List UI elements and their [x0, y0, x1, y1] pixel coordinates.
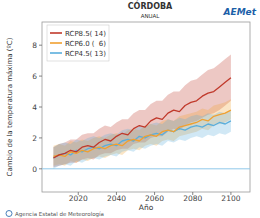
plot-area — [42, 54, 250, 168]
x-tick-label: 2060 — [145, 194, 164, 203]
y-tick — [39, 168, 42, 169]
legend-count: ( 6) — [92, 40, 107, 48]
x-axis-label: Año — [139, 203, 154, 212]
legend-box — [47, 25, 109, 61]
band — [53, 110, 230, 169]
y-tick-label: 0 — [32, 165, 37, 174]
x-tick-label: 2100 — [221, 194, 240, 203]
legend-swatch — [50, 32, 62, 34]
y-tick — [39, 107, 42, 108]
legend-count: ( 13) — [89, 50, 106, 58]
y-tick-label: 2 — [32, 134, 37, 143]
legend: RCP8.5( 14) RCP6.0( 6)RCP4.5( 13) — [47, 25, 109, 61]
series-line — [53, 78, 230, 158]
y-axis-label: Cambio de la temperatura máxima (ºC) — [6, 37, 14, 176]
source: Agencia Estatal de Meteorología — [15, 211, 104, 218]
y-tick — [39, 76, 42, 77]
y-tick — [39, 45, 42, 46]
x-tick-label: 2020 — [69, 194, 88, 203]
logo: AEMet — [223, 7, 257, 17]
subtitle: ANUAL — [141, 13, 161, 19]
title: CÓRDOBA — [128, 0, 173, 11]
chart: CÓRDOBA ANUAL AEMet 0 2 4 6 8 2020 2040 2060 2080 21… — [0, 0, 260, 218]
legend-label: RCP6.0 — [65, 40, 90, 48]
legend-label: RCP4.5 — [65, 50, 90, 58]
x-tick-label: 2040 — [107, 194, 126, 203]
y-tick-label: 6 — [32, 72, 37, 81]
legend-label: RCP8.5 — [65, 30, 90, 38]
x-tick-label: 2080 — [183, 194, 202, 203]
legend-count: ( 14) — [89, 30, 106, 38]
source-icon — [6, 211, 12, 217]
plot-frame — [42, 22, 250, 192]
legend-swatch — [50, 52, 62, 54]
legend-swatch — [50, 42, 62, 44]
reference-line — [42, 168, 250, 169]
y-tick — [39, 137, 42, 138]
y-tick-label: 4 — [32, 103, 37, 112]
y-tick-label: 8 — [32, 41, 37, 50]
